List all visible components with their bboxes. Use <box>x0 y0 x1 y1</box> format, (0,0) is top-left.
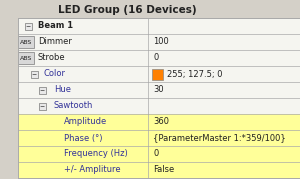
Text: Hue: Hue <box>54 86 71 95</box>
Bar <box>0 0 300 18</box>
Text: Beam 1: Beam 1 <box>38 21 73 30</box>
Bar <box>18 114 300 130</box>
Bar <box>18 34 300 50</box>
Bar <box>18 130 300 146</box>
Text: Color: Color <box>44 69 66 79</box>
Bar <box>18 36 34 48</box>
Text: 100: 100 <box>153 37 169 47</box>
Text: False: False <box>153 166 174 175</box>
Bar <box>31 71 38 78</box>
Text: 30: 30 <box>153 86 164 95</box>
Text: Frequency (Hz): Frequency (Hz) <box>64 149 128 158</box>
Text: 255; 127.5; 0: 255; 127.5; 0 <box>167 69 223 79</box>
Bar <box>38 86 46 93</box>
Bar <box>38 103 46 110</box>
Bar <box>18 98 300 114</box>
Bar <box>18 146 300 162</box>
Bar <box>0 18 18 178</box>
Text: 360: 360 <box>153 117 169 127</box>
Text: Strobe: Strobe <box>38 54 66 62</box>
Text: +/- Ampliture: +/- Ampliture <box>64 166 121 175</box>
Text: Sawtooth: Sawtooth <box>54 101 93 110</box>
Text: −: − <box>26 23 31 28</box>
Bar <box>18 52 34 64</box>
Text: ABS: ABS <box>20 40 32 45</box>
Text: Dimmer: Dimmer <box>38 37 72 47</box>
Bar <box>18 18 300 34</box>
Bar <box>18 66 300 82</box>
Bar <box>18 82 300 98</box>
Text: −: − <box>32 71 37 76</box>
Bar <box>18 50 300 66</box>
Text: Amplitude: Amplitude <box>64 117 107 127</box>
Text: {ParameterMaster 1:*359/100}: {ParameterMaster 1:*359/100} <box>153 134 286 142</box>
Text: 0: 0 <box>153 149 158 158</box>
Text: Phase (°): Phase (°) <box>64 134 103 142</box>
Text: −: − <box>39 88 45 93</box>
Bar <box>18 162 300 178</box>
Text: −: − <box>39 103 45 108</box>
Bar <box>25 23 32 30</box>
Text: LED Group (16 Devices): LED Group (16 Devices) <box>58 5 196 15</box>
Text: ABS: ABS <box>20 55 32 61</box>
Bar <box>152 69 163 80</box>
Text: 0: 0 <box>153 54 158 62</box>
